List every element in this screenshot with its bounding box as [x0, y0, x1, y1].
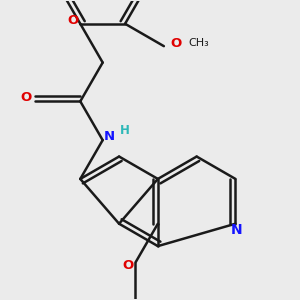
Text: O: O: [20, 91, 32, 104]
Text: O: O: [122, 259, 134, 272]
Text: N: N: [104, 130, 115, 143]
Text: O: O: [170, 37, 182, 50]
Text: CH₃: CH₃: [188, 38, 209, 48]
Text: N: N: [231, 223, 242, 237]
Text: O: O: [67, 14, 78, 26]
Text: H: H: [120, 124, 130, 137]
